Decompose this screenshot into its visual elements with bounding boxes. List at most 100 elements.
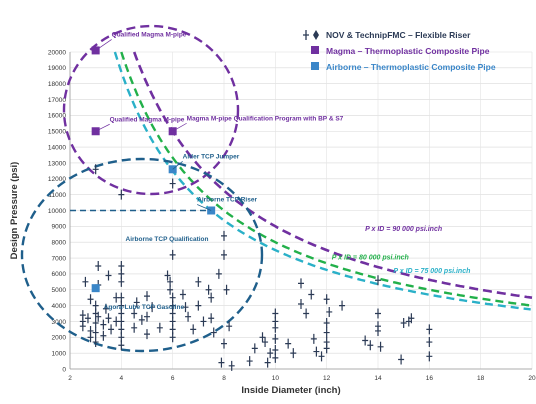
legend-marker-nov-diamond [313, 30, 319, 40]
nov-point [408, 313, 415, 324]
y-tick-label: 10000 [48, 208, 66, 215]
airborne-point [91, 284, 100, 293]
nov-point [87, 332, 94, 343]
nov-point [92, 164, 99, 175]
nov-point [149, 302, 156, 313]
nov-point [131, 322, 138, 333]
annotation-label: Airborne TCP Riser [197, 197, 257, 204]
nov-point [272, 322, 279, 333]
nov-point [100, 330, 107, 341]
nov-point [95, 311, 102, 322]
nov-point [131, 308, 138, 319]
nov-point [251, 343, 258, 354]
nov-point [118, 340, 125, 351]
nov-point [426, 351, 433, 362]
annotation-leader [172, 122, 187, 132]
nov-point [102, 303, 109, 314]
y-axis-title: Design Pressure (psi) [9, 162, 20, 260]
curve-line [120, 51, 533, 307]
nov-point [164, 270, 171, 281]
nov-point [223, 284, 230, 295]
nov-point [246, 356, 253, 367]
legend: NOV & TechnipFMC – Flexible Riser Magma –… [303, 30, 496, 72]
nov-point [339, 300, 346, 311]
nov-point [377, 341, 384, 352]
nov-point [79, 321, 86, 332]
y-tick-label: 18000 [48, 81, 66, 88]
nov-point [156, 322, 163, 333]
nov-point [310, 333, 317, 344]
nov-point [272, 333, 279, 344]
nov-point [195, 276, 202, 287]
nov-point [215, 268, 222, 279]
x-tick-label: 12 [323, 375, 331, 382]
nov-point [323, 343, 330, 354]
y-tick-label: 11000 [48, 192, 66, 199]
y-tick-label: 8000 [52, 240, 67, 247]
annotation-label: Agora-Lube TCP Gasoline [104, 304, 185, 311]
nov-point [262, 337, 269, 348]
y-tick-label: 9000 [52, 224, 67, 231]
y-tick-label: 16000 [48, 113, 66, 120]
legend-marker-nov-cross [303, 30, 309, 40]
legend-label-magma: Magma – Thermoplastic Composite Pipe [326, 46, 490, 56]
nov-point [92, 337, 99, 348]
y-tick-label: 19000 [48, 65, 66, 72]
nov-point [221, 249, 227, 260]
x-tick-label: 16 [426, 375, 434, 382]
nov-point [205, 284, 212, 295]
nov-point [375, 325, 381, 336]
nov-point [285, 338, 292, 349]
x-tick-label: 10 [272, 375, 280, 382]
nov-point [144, 329, 150, 340]
nov-point [182, 302, 189, 313]
annotation-leader [95, 123, 110, 132]
nov-point [179, 289, 186, 300]
airborne-group-ellipse [20, 157, 264, 353]
y-tick-label: 15000 [48, 129, 66, 136]
legend-marker-airborne [311, 62, 319, 70]
x-tick-label: 18 [477, 375, 485, 382]
annotation-label: Alder TCP Jumper [183, 153, 240, 160]
nov-point [169, 249, 176, 260]
nov-point [272, 352, 279, 363]
nov-point [318, 351, 325, 362]
nov-point [195, 300, 202, 311]
nov-point [92, 327, 99, 338]
y-tick-label: 20000 [48, 49, 66, 56]
nov-point [210, 327, 217, 338]
nov-point [95, 260, 102, 271]
y-tick-label: 3000 [52, 319, 67, 326]
nov-point [144, 291, 150, 302]
nov-point [290, 348, 297, 359]
y-tick-label: 2000 [52, 335, 67, 342]
nov-point [118, 189, 125, 200]
y-tick-label: 0 [62, 366, 66, 373]
nov-point [375, 275, 381, 286]
nov-point [398, 354, 405, 365]
y-tick-label: 13000 [48, 160, 66, 167]
x-tick-label: 6 [171, 375, 175, 382]
nov-point [105, 313, 112, 324]
nov-point [169, 332, 176, 343]
nov-point [221, 230, 227, 241]
nov-point [138, 314, 145, 325]
nov-point [426, 324, 433, 335]
nov-point [323, 318, 330, 329]
annotation-leader [172, 161, 183, 170]
curve-label: P x ID = 90 000 psi.inch [365, 226, 442, 233]
nov-point [100, 319, 107, 330]
nov-point [190, 324, 197, 335]
nov-point [264, 357, 271, 368]
y-tick-label: 6000 [52, 271, 67, 278]
nov-point [228, 360, 235, 371]
nov-point [87, 294, 94, 305]
nov-point [267, 348, 274, 359]
y-tick-label: 7000 [52, 255, 67, 262]
nov-point [298, 278, 304, 289]
nov-point [105, 270, 112, 281]
curve-label: P x ID = 75 000 psi.inch [393, 268, 470, 275]
nov-point [226, 321, 233, 332]
nov-point [298, 299, 304, 310]
nov-point [367, 340, 374, 351]
